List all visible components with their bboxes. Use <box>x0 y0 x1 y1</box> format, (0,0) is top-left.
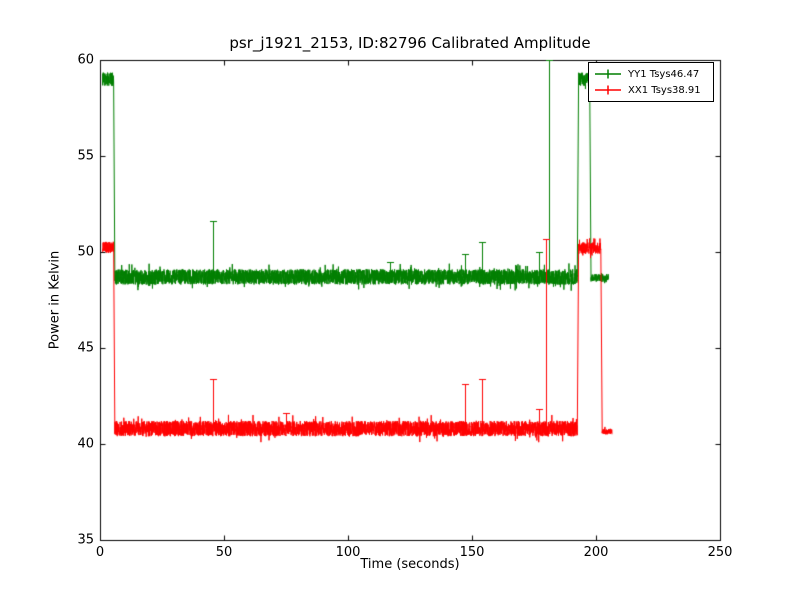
legend-label: YY1 Tsys46.47 <box>628 68 700 80</box>
y-axis-label: Power in Kelvin <box>47 250 63 350</box>
legend-label: XX1 Tsys38.91 <box>628 84 701 96</box>
legend: YY1 Tsys46.47 XX1 Tsys38.91 <box>588 62 714 102</box>
chart-title: psr_j1921_2153, ID:82796 Calibrated Ampl… <box>229 34 591 52</box>
legend-entry: XX1 Tsys38.91 <box>593 82 709 98</box>
legend-entry: YY1 Tsys46.47 <box>593 66 709 82</box>
x-axis-label: Time (seconds) <box>360 557 460 572</box>
legend-marker-icon <box>595 85 621 95</box>
legend-marker-icon <box>595 69 621 79</box>
